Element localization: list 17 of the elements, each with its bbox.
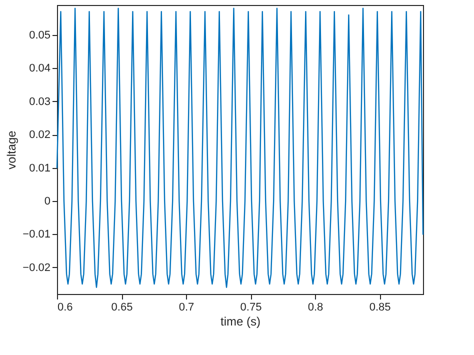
y-tick-label: 0.04 <box>29 62 50 75</box>
y-tick-label: 0.02 <box>29 129 50 142</box>
line-series <box>56 8 424 288</box>
x-tick-label: 0.8 <box>308 302 324 314</box>
y-tick-label: 0.05 <box>29 29 50 42</box>
y-tick-label: −0.02 <box>22 262 50 274</box>
x-tick-label: 0.7 <box>178 302 194 314</box>
y-tick-label: 0.01 <box>29 162 50 174</box>
y-tick-label: −0.01 <box>22 228 50 241</box>
y-axis-title: voltage <box>4 130 19 170</box>
x-tick-label: 0.65 <box>111 302 133 314</box>
x-tick-label: 0.85 <box>369 302 391 314</box>
x-tick-label: 0.6 <box>58 302 73 314</box>
y-tick-label: 0.03 <box>29 96 50 108</box>
y-tick-label: 0 <box>44 195 50 208</box>
x-tick-label: 0.75 <box>240 302 262 314</box>
x-axis-title: time (s) <box>220 314 260 328</box>
